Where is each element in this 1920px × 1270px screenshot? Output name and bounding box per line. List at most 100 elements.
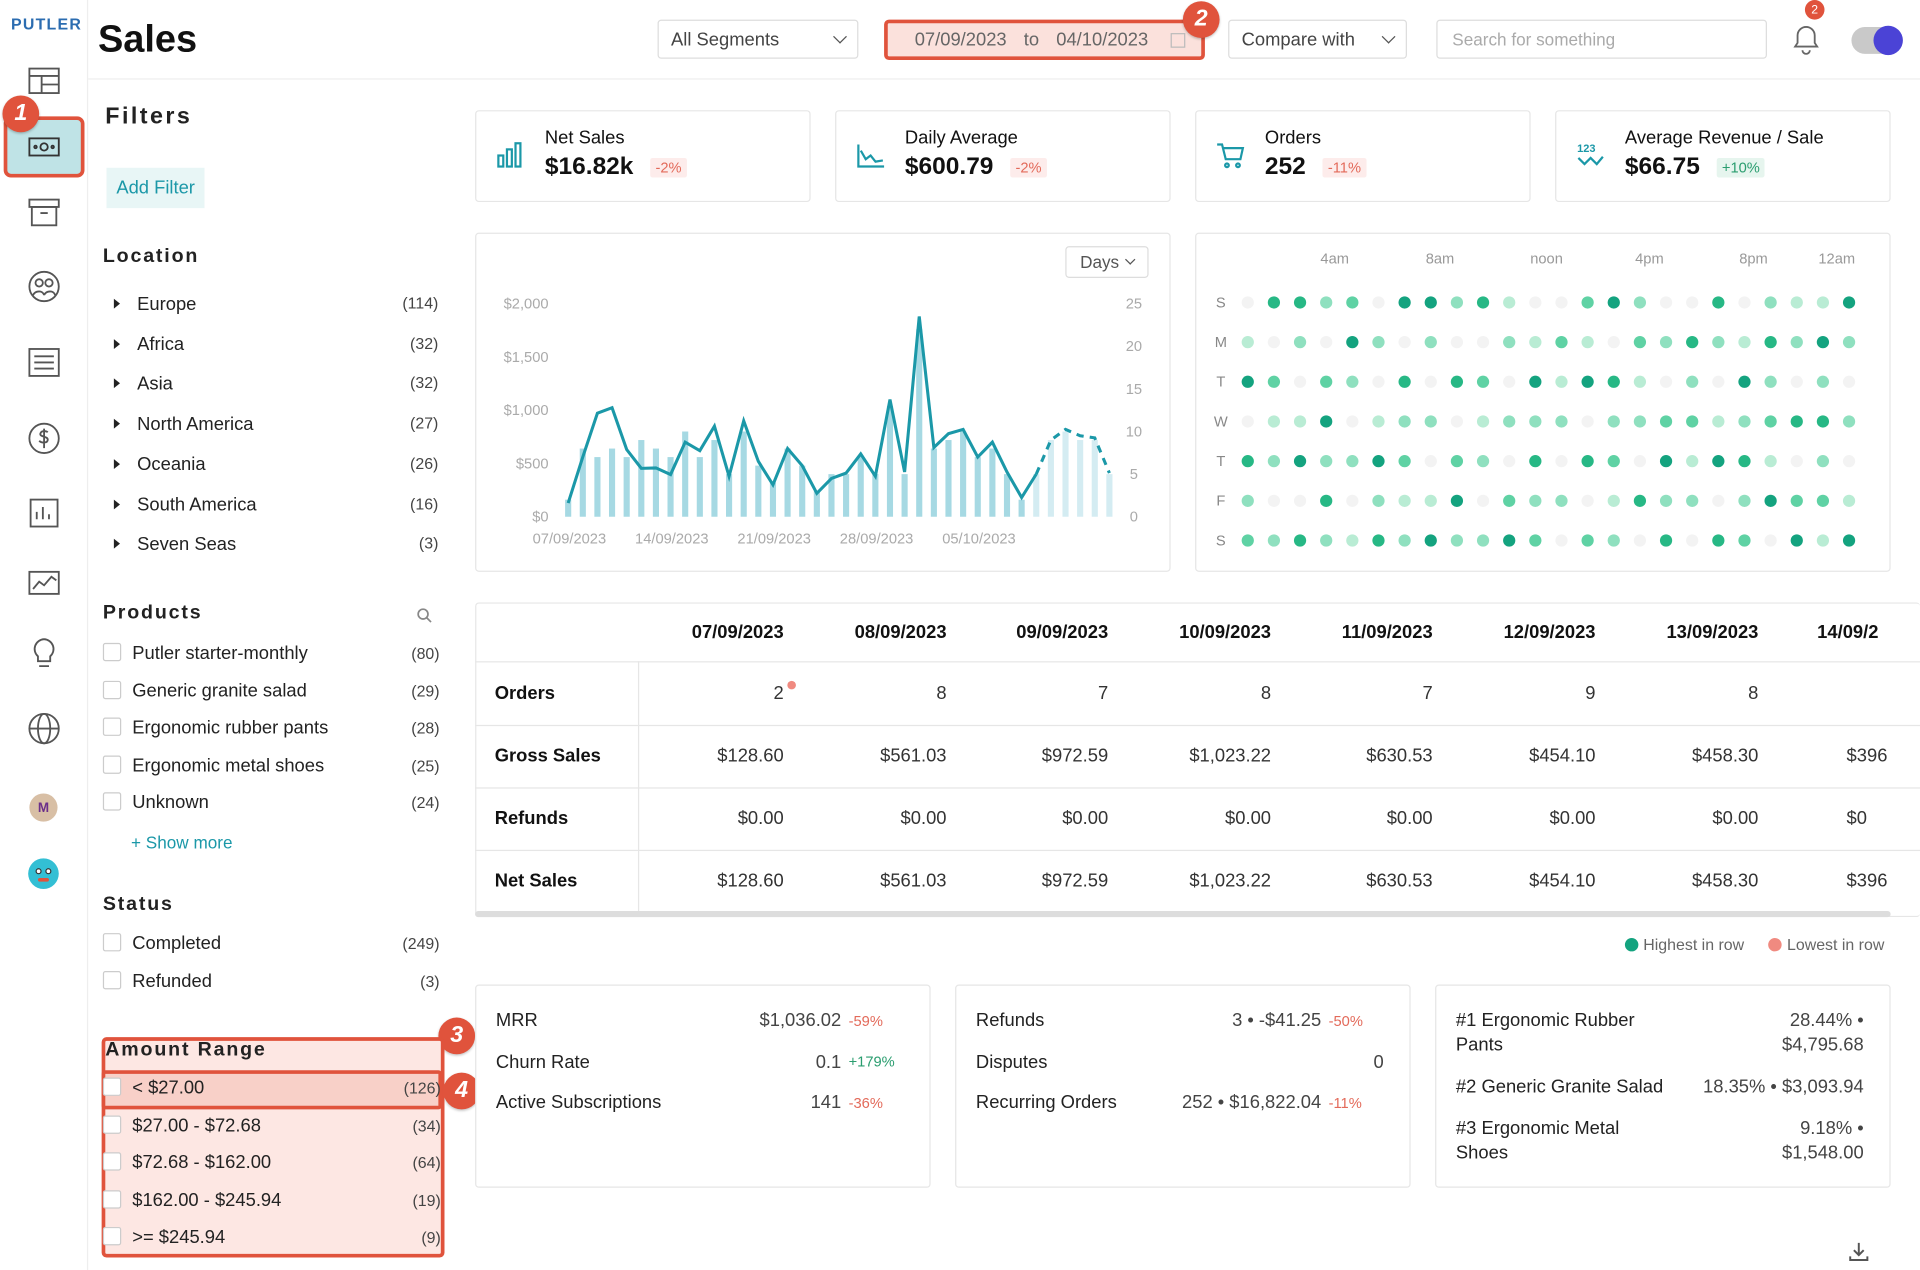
heatmap-cell[interactable] [1842, 336, 1856, 349]
heatmap-cell[interactable] [1346, 296, 1359, 309]
heatmap-cell[interactable] [1581, 336, 1594, 349]
heatmap-cell[interactable] [1686, 534, 1699, 547]
heatmap-cell[interactable] [1816, 336, 1830, 349]
orders-bar[interactable] [1091, 440, 1098, 517]
heatmap-cell[interactable] [1320, 336, 1333, 349]
heatmap-cell[interactable] [1320, 534, 1333, 547]
date-from[interactable]: 07/09/2023 [914, 29, 1007, 51]
expand-arrow-icon[interactable] [113, 298, 121, 309]
heatmap-cell[interactable] [1267, 296, 1281, 309]
heatmap-cell[interactable] [1450, 336, 1464, 349]
dashboard-icon[interactable] [24, 61, 63, 100]
expand-arrow-icon[interactable] [113, 378, 121, 389]
heatmap-cell[interactable] [1372, 296, 1385, 309]
heatmap-cell[interactable] [1659, 375, 1673, 388]
heatmap-cell[interactable] [1398, 336, 1411, 349]
theme-toggle[interactable] [1851, 25, 1903, 56]
heatmap-cell[interactable] [1738, 336, 1751, 349]
heatmap-cell[interactable] [1555, 534, 1568, 547]
heatmap-cell[interactable] [1581, 415, 1594, 428]
trends-icon[interactable] [24, 563, 63, 602]
kpi-card[interactable] [1555, 110, 1891, 203]
orders-bar[interactable] [1033, 474, 1040, 517]
heatmap-cell[interactable] [1686, 296, 1699, 309]
filter-checkbox-item[interactable]: Generic granite salad (29) [102, 680, 440, 701]
heatmap-cell[interactable] [1503, 336, 1516, 349]
heatmap-cell[interactable] [1555, 296, 1568, 309]
heatmap-cell[interactable] [1633, 375, 1647, 388]
putler-logo[interactable]: PUTLER [11, 14, 83, 34]
expand-arrow-icon[interactable] [113, 418, 121, 429]
product-search-icon[interactable] [416, 607, 432, 629]
heatmap-cell[interactable] [1398, 494, 1411, 507]
checkbox[interactable] [102, 717, 122, 737]
heatmap-cell[interactable] [1633, 336, 1647, 349]
download-icon[interactable] [1847, 1239, 1871, 1270]
heatmap-cell[interactable] [1503, 296, 1516, 309]
heatmap-cell[interactable] [1267, 415, 1281, 428]
orders-bar[interactable] [565, 499, 572, 517]
heatmap-cell[interactable] [1581, 375, 1594, 388]
heatmap-cell[interactable] [1686, 415, 1699, 428]
orders-bar[interactable] [828, 474, 835, 517]
heatmap-cell[interactable] [1738, 415, 1751, 428]
heatmap-cell[interactable] [1712, 455, 1725, 468]
orders-bar[interactable] [711, 440, 718, 517]
heatmap-cell[interactable] [1712, 415, 1725, 428]
segment-select[interactable]: All Segments [657, 19, 859, 59]
heatmap-cell[interactable] [1607, 296, 1620, 309]
heatmap-cell[interactable] [1738, 375, 1751, 388]
orders-bar[interactable] [638, 440, 645, 517]
heatmap-cell[interactable] [1738, 455, 1751, 468]
orders-bar[interactable] [623, 457, 630, 517]
heatmap-cell[interactable] [1476, 534, 1490, 547]
heatmap-cell[interactable] [1293, 375, 1307, 388]
heatmap-cell[interactable] [1529, 494, 1542, 507]
heatmap-cell[interactable] [1633, 534, 1647, 547]
filter-checkbox-item[interactable]: Ergonomic rubber pants (28) [102, 717, 440, 739]
heatmap-cell[interactable] [1842, 494, 1856, 507]
heatmap-cell[interactable] [1241, 375, 1254, 388]
date-column-header[interactable]: 14/09/2 [1817, 622, 1879, 643]
sales-line-chart[interactable]: $2,000 $1,500 $1,000 $500 $0 25 20 15 10 5 0 07/09/… [475, 233, 1171, 572]
heatmap-cell[interactable] [1503, 415, 1516, 428]
heatmap-cell[interactable] [1842, 455, 1856, 468]
heatmap-cell[interactable] [1241, 415, 1254, 428]
heatmap-cell[interactable] [1816, 415, 1830, 428]
location-filter-item[interactable]: North America (27) [113, 414, 438, 435]
heatmap-cell[interactable] [1346, 415, 1359, 428]
heatmap-cell[interactable] [1450, 494, 1464, 507]
heatmap-cell[interactable] [1529, 375, 1542, 388]
filter-checkbox-item[interactable]: Putler starter-monthly (80) [102, 642, 440, 664]
heatmap-cell[interactable] [1293, 494, 1307, 507]
heatmap-cell[interactable] [1424, 336, 1437, 349]
heatmap-cell[interactable] [1529, 336, 1542, 349]
add-filter-button[interactable]: Add Filter [106, 167, 205, 209]
orders-bar[interactable] [667, 457, 674, 517]
checkbox[interactable] [102, 755, 122, 774]
filter-checkbox-item[interactable]: Completed (249) [102, 933, 440, 954]
heatmap-cell[interactable] [1607, 455, 1620, 468]
orders-bar[interactable] [886, 405, 894, 517]
heatmap-cell[interactable] [1555, 375, 1568, 388]
heatmap-cell[interactable] [1607, 375, 1620, 388]
heatmap-cell[interactable] [1659, 494, 1673, 507]
heatmap-cell[interactable] [1372, 415, 1385, 428]
heatmap-cell[interactable] [1346, 336, 1359, 349]
orders-bar[interactable] [799, 465, 806, 517]
heatmap-cell[interactable] [1372, 375, 1385, 388]
heatmap-cell[interactable] [1790, 336, 1803, 349]
heatmap-cell[interactable] [1764, 336, 1777, 349]
heatmap-cell[interactable] [1712, 296, 1725, 309]
heatmap-cell[interactable] [1503, 494, 1516, 507]
heatmap-cell[interactable] [1738, 534, 1751, 547]
heatmap-cell[interactable] [1293, 296, 1307, 309]
net-sales-projection-line[interactable] [1034, 427, 1111, 475]
search-input[interactable]: Search for something [1436, 19, 1767, 59]
heatmap-cell[interactable] [1320, 455, 1333, 468]
heatmap-cell[interactable] [1738, 494, 1751, 507]
filter-checkbox-item[interactable]: $72.68 - $162.00 (64) [102, 1152, 441, 1173]
filter-checkbox-item[interactable]: Ergonomic metal shoes (25) [102, 755, 440, 776]
heatmap-cell[interactable] [1790, 415, 1803, 428]
heatmap-cell[interactable] [1633, 494, 1647, 507]
